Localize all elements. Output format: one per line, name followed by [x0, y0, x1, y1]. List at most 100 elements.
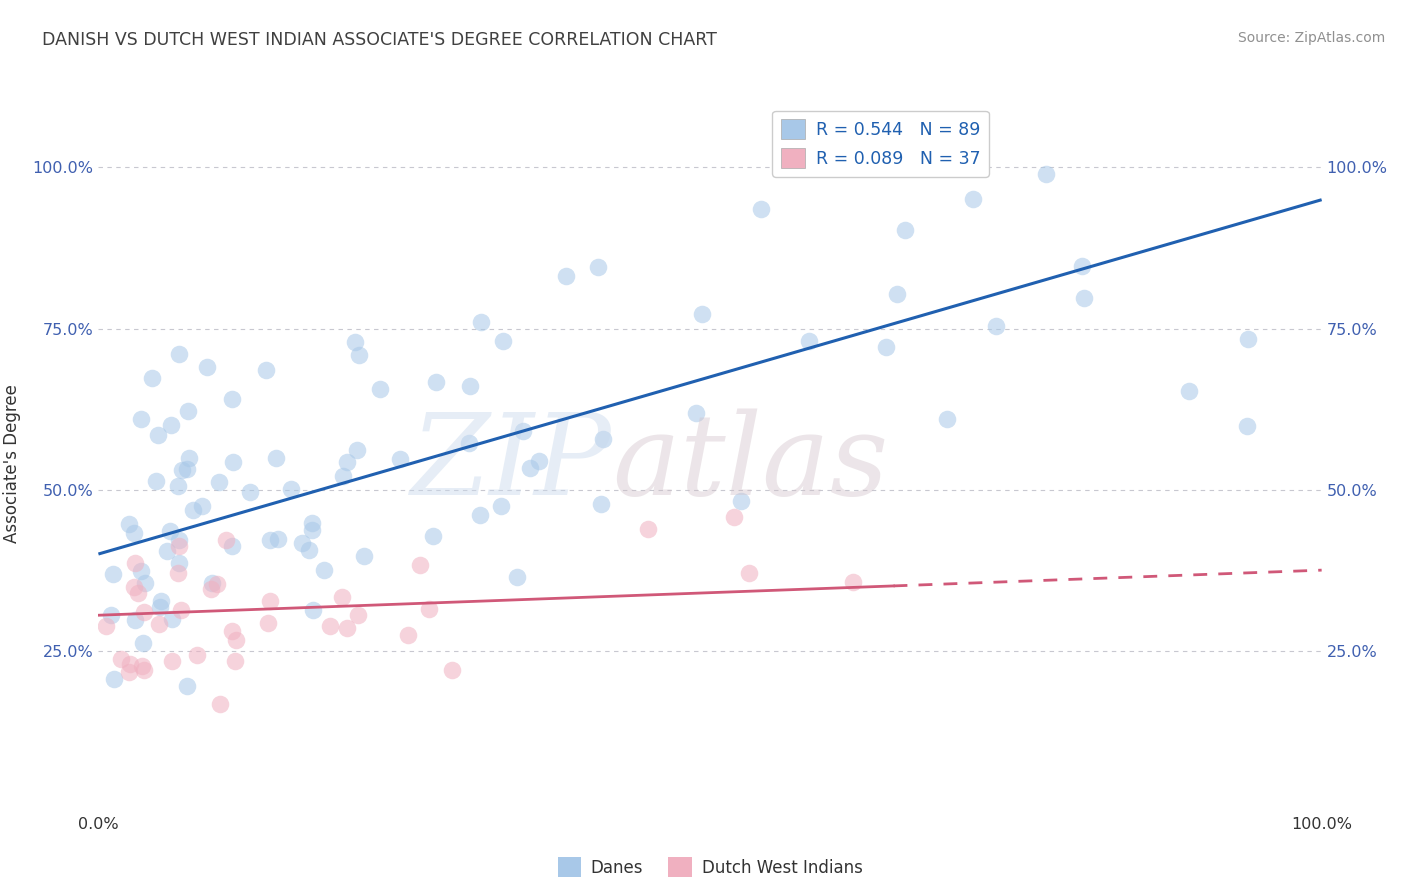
Point: [344, 334, 367, 349]
Point: [842, 574, 865, 589]
Point: [191, 499, 214, 513]
Point: [239, 484, 262, 499]
Point: [422, 529, 444, 543]
Point: [254, 362, 277, 376]
Point: [1177, 384, 1199, 399]
Point: [425, 375, 447, 389]
Point: [738, 566, 761, 580]
Point: [470, 315, 492, 329]
Point: [96, 619, 118, 633]
Point: [347, 608, 370, 623]
Point: [291, 536, 314, 550]
Point: [172, 463, 194, 477]
Point: [127, 585, 149, 599]
Point: [132, 636, 155, 650]
Point: [225, 632, 247, 647]
Point: [122, 525, 145, 540]
Point: [336, 455, 359, 469]
Point: [176, 462, 198, 476]
Point: [177, 404, 200, 418]
Point: [167, 533, 190, 548]
Point: [129, 412, 152, 426]
Point: [1035, 167, 1057, 181]
Point: [162, 612, 184, 626]
Point: [347, 348, 370, 362]
Point: [167, 566, 190, 581]
Point: [685, 406, 707, 420]
Point: [201, 575, 224, 590]
Point: [797, 334, 820, 348]
Point: [129, 564, 152, 578]
Point: [166, 479, 188, 493]
Point: [440, 663, 463, 677]
Point: [208, 698, 231, 712]
Point: [208, 475, 231, 489]
Point: [457, 435, 479, 450]
Point: [962, 192, 984, 206]
Point: [170, 603, 193, 617]
Point: [176, 679, 198, 693]
Point: [346, 442, 368, 457]
Text: Source: ZipAtlas.com: Source: ZipAtlas.com: [1237, 31, 1385, 45]
Point: [301, 516, 323, 531]
Point: [749, 202, 772, 216]
Point: [330, 590, 353, 604]
Point: [160, 417, 183, 432]
Point: [301, 602, 323, 616]
Legend: Danes, Dutch West Indians: Danes, Dutch West Indians: [551, 851, 869, 883]
Point: [637, 523, 659, 537]
Point: [160, 655, 183, 669]
Point: [131, 659, 153, 673]
Point: [398, 628, 420, 642]
Point: [256, 615, 278, 630]
Point: [224, 654, 246, 668]
Point: [512, 424, 534, 438]
Point: [506, 570, 529, 584]
Point: [186, 648, 208, 663]
Point: [1237, 332, 1260, 346]
Point: [200, 582, 222, 596]
Point: [418, 602, 440, 616]
Point: [589, 497, 612, 511]
Point: [353, 549, 375, 564]
Point: [319, 619, 342, 633]
Point: [1236, 418, 1258, 433]
Point: [103, 672, 125, 686]
Point: [389, 452, 412, 467]
Point: [118, 657, 141, 671]
Point: [167, 539, 190, 553]
Point: [336, 621, 359, 635]
Point: [110, 652, 132, 666]
Point: [1073, 291, 1095, 305]
Point: [221, 624, 243, 638]
Point: [984, 319, 1007, 334]
Point: [101, 566, 124, 581]
Y-axis label: Associate's Degree: Associate's Degree: [3, 384, 21, 543]
Point: [177, 450, 200, 465]
Point: [134, 575, 156, 590]
Point: [215, 533, 238, 548]
Point: [492, 334, 515, 349]
Point: [266, 533, 288, 547]
Point: [221, 454, 243, 468]
Point: [221, 392, 243, 407]
Point: [875, 340, 897, 354]
Point: [332, 469, 354, 483]
Point: [527, 454, 550, 468]
Point: [730, 493, 752, 508]
Point: [181, 503, 204, 517]
Text: DANISH VS DUTCH WEST INDIAN ASSOCIATE'S DEGREE CORRELATION CHART: DANISH VS DUTCH WEST INDIAN ASSOCIATE'S …: [42, 31, 717, 49]
Point: [146, 427, 169, 442]
Point: [124, 556, 146, 570]
Point: [195, 360, 218, 375]
Point: [150, 593, 173, 607]
Point: [458, 378, 481, 392]
Point: [259, 594, 281, 608]
Point: [259, 533, 281, 547]
Point: [312, 563, 335, 577]
Point: [167, 347, 190, 361]
Point: [149, 600, 172, 615]
Point: [886, 287, 908, 301]
Point: [489, 500, 512, 514]
Point: [301, 524, 323, 538]
